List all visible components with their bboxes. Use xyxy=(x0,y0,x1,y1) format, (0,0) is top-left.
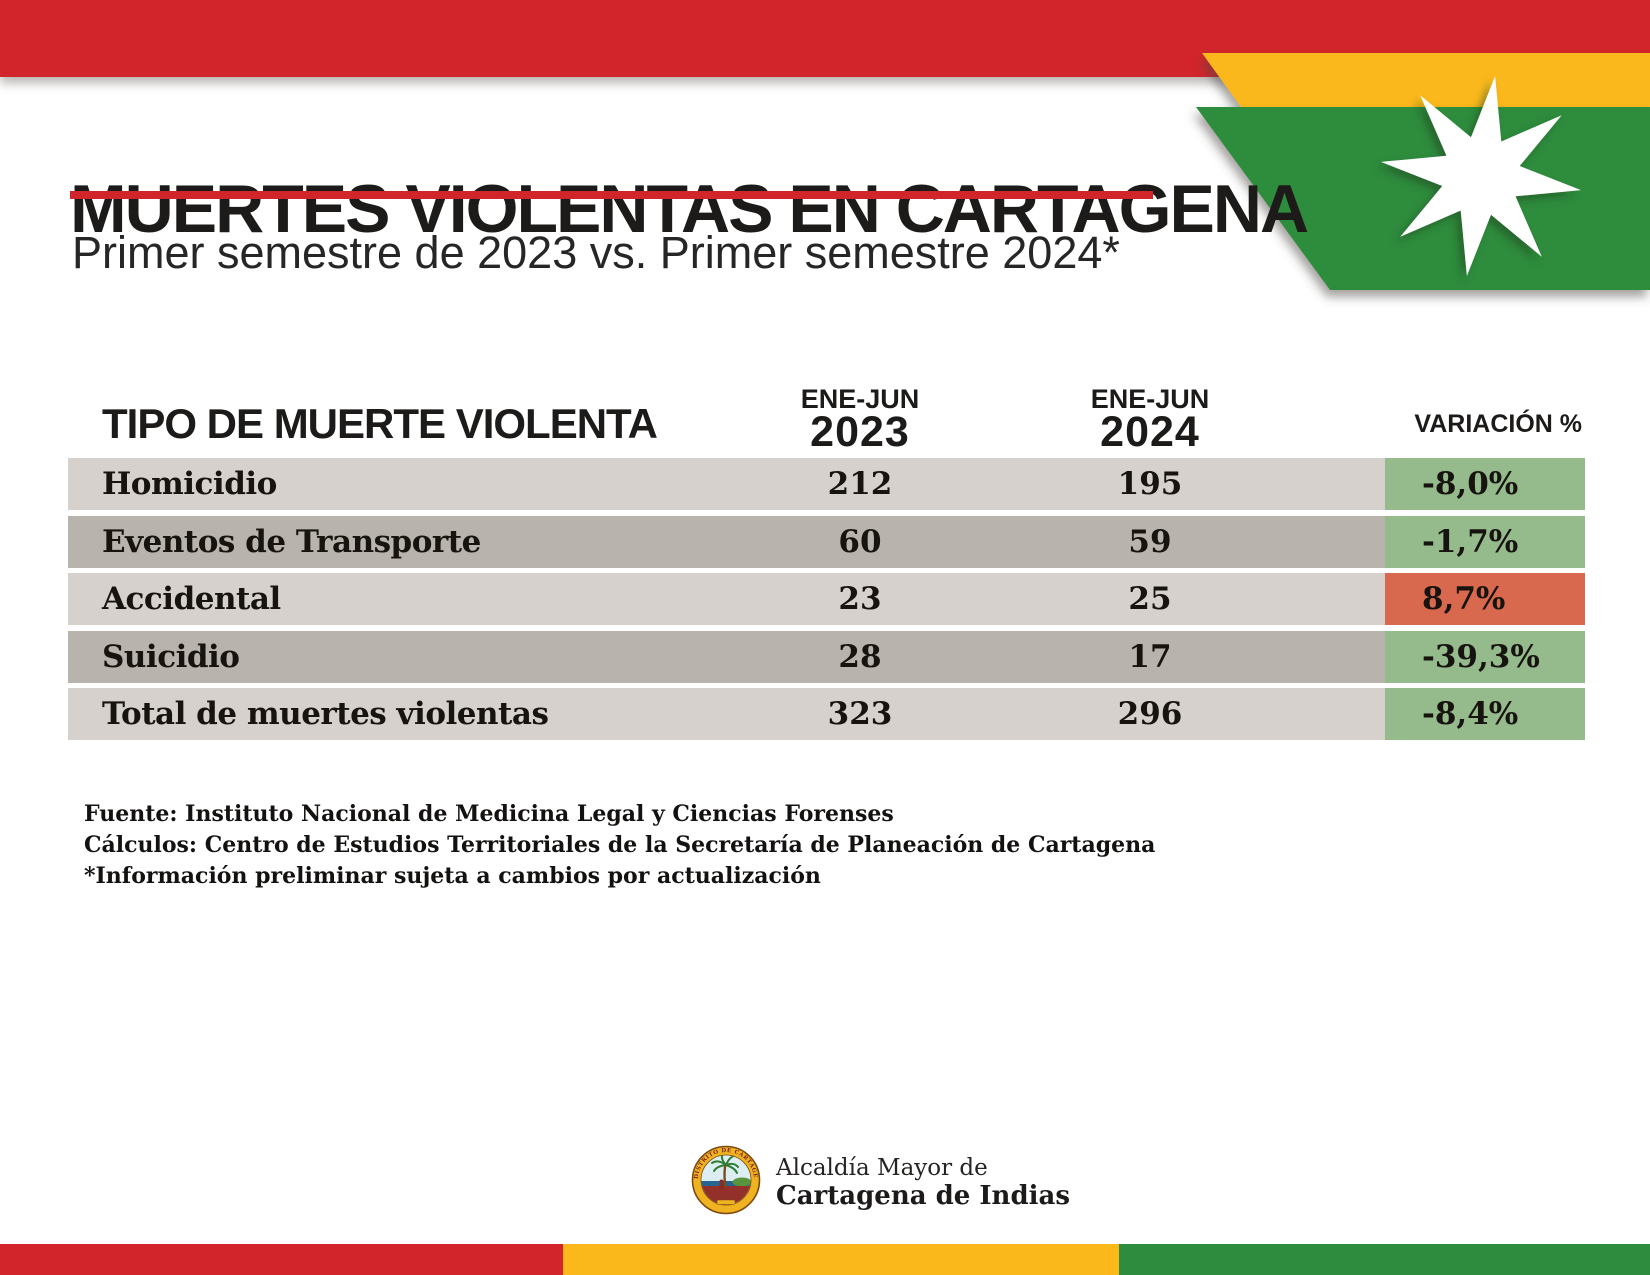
title-underline xyxy=(70,191,1153,199)
bottom-bar-yellow-segment xyxy=(563,1244,1119,1275)
note-source: Fuente: Instituto Nacional de Medicina L… xyxy=(84,801,894,827)
cell-variation: -8,0% xyxy=(1385,458,1585,510)
flag-green-band xyxy=(1196,107,1650,290)
flag-yellow-band xyxy=(1202,53,1650,107)
cell-variation: -8,4% xyxy=(1385,688,1585,740)
table-row-homicidio: Homicidio 212 195 -8,0% xyxy=(68,458,1585,510)
org-name-line1: Alcaldía Mayor de xyxy=(776,1155,988,1181)
column-header-2024-year: 2024 xyxy=(1100,408,1200,456)
cell-variation: 8,7% xyxy=(1385,573,1585,625)
bottom-bar-red-segment xyxy=(0,1244,563,1275)
column-header-2023-year: 2023 xyxy=(810,408,910,456)
cell-2023: 23 xyxy=(838,581,882,617)
star-icon xyxy=(1381,76,1581,276)
bottom-tricolor-bar xyxy=(0,1244,1650,1275)
table-row-suicidio: Suicidio 28 17 -39,3% xyxy=(68,631,1585,683)
column-header-2024: ENE-JUN 2024 xyxy=(1040,384,1260,456)
column-header-2023-period: ENE-JUN xyxy=(800,384,920,414)
cell-variation: -39,3% xyxy=(1385,631,1585,683)
column-header-2023: ENE-JUN 2023 xyxy=(750,384,970,456)
cell-label: Accidental xyxy=(102,581,281,617)
cell-2023: 28 xyxy=(838,639,882,675)
cell-2024: 195 xyxy=(1117,466,1183,502)
table-row-total: Total de muertes violentas 323 296 -8,4% xyxy=(68,688,1585,740)
page-title: MUERTES VIOLENTAS EN CARTAGENA xyxy=(70,170,1309,247)
note-disclaimer: *Información preliminar sujeta a cambios… xyxy=(84,863,821,889)
cell-2024: 17 xyxy=(1128,639,1172,675)
page-subtitle: Primer semestre de 2023 vs. Primer semes… xyxy=(72,227,1120,278)
org-name: Alcaldía Mayor de Cartagena de Indias xyxy=(776,1155,1070,1211)
violent-deaths-table: TIPO DE MUERTE VIOLENTA ENE-JUN 2023 ENE… xyxy=(68,384,1585,740)
cell-variation: -1,7% xyxy=(1385,516,1585,568)
cartagena-flag xyxy=(1196,53,1650,290)
column-header-2024-period: ENE-JUN xyxy=(1090,384,1210,414)
cartagena-seal-logo: DISTRITO DE CARTAGENA DE INDIAS xyxy=(691,1145,761,1215)
table-row-accidental: Accidental 23 25 8,7% xyxy=(68,573,1585,625)
cell-2024: 296 xyxy=(1117,696,1183,732)
table-row-eventos-de-transporte: Eventos de Transporte 60 59 -1,7% xyxy=(68,516,1585,568)
cell-label: Homicidio xyxy=(102,466,277,502)
cell-label: Suicidio xyxy=(102,639,240,675)
cell-label: Eventos de Transporte xyxy=(102,524,481,560)
cell-2023: 212 xyxy=(827,466,893,502)
note-calculations: Cálculos: Centro de Estudios Territorial… xyxy=(84,832,1156,858)
column-header-variation: VARIACIÓN % xyxy=(1414,410,1582,438)
column-header-type: TIPO DE MUERTE VIOLENTA xyxy=(102,400,658,447)
cell-2024: 25 xyxy=(1128,581,1172,617)
cell-2023: 323 xyxy=(827,696,893,732)
cell-label: Total de muertes violentas xyxy=(102,696,549,732)
source-notes: Fuente: Instituto Nacional de Medicina L… xyxy=(84,799,1155,892)
org-name-line2: Cartagena de Indias xyxy=(776,1181,1070,1211)
bottom-bar-green-segment xyxy=(1119,1244,1650,1275)
cell-2023: 60 xyxy=(838,524,882,560)
cell-2024: 59 xyxy=(1128,524,1172,560)
